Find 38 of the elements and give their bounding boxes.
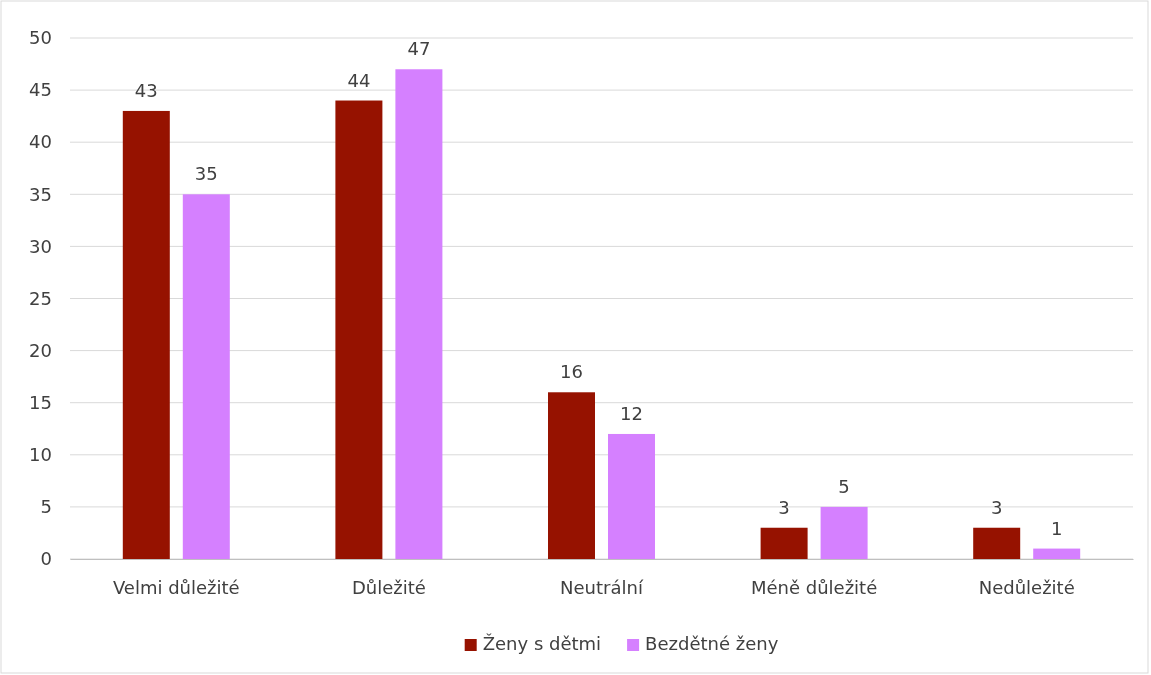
y-tick-label: 45 [29,79,52,101]
data-label: 5 [838,475,850,497]
bar [548,392,595,559]
bar [395,69,443,559]
bar [820,506,868,559]
bar [335,100,383,559]
bar [760,527,808,559]
data-label: 44 [347,69,371,91]
legend-label: Ženy s dětmi [482,633,602,654]
data-label: 16 [560,361,583,383]
x-tick-label: Neutrální [560,576,644,598]
x-tick-label: Nedůležité [978,576,1075,598]
legend-label: Bezdětné ženy [645,633,779,654]
y-tick-label: 15 [29,391,52,413]
y-tick-label: 10 [29,444,52,466]
data-label: 43 [134,79,158,101]
data-label: 12 [620,402,643,424]
y-tick-label: 5 [40,496,52,518]
y-tick-label: 20 [29,339,52,361]
y-tick-label: 30 [29,235,52,257]
bar [182,194,230,559]
bar [973,527,1021,559]
y-tick-label: 50 [29,27,52,49]
bar [608,433,655,559]
data-label: 1 [1050,517,1063,539]
x-tick-label: Méně důležité [750,576,878,598]
y-tick-label: 40 [29,131,52,153]
x-tick-label: Velmi důležité [112,576,240,598]
data-label: 35 [194,163,218,185]
x-tick-label: Důležité [351,576,426,598]
y-tick-label: 35 [29,183,52,205]
y-tick-label: 25 [29,287,52,309]
bar [122,110,170,559]
bar [1033,548,1081,559]
data-label: 3 [990,496,1003,518]
data-label: 47 [407,38,431,60]
y-tick-label: 0 [40,548,52,570]
data-label: 3 [778,496,790,518]
